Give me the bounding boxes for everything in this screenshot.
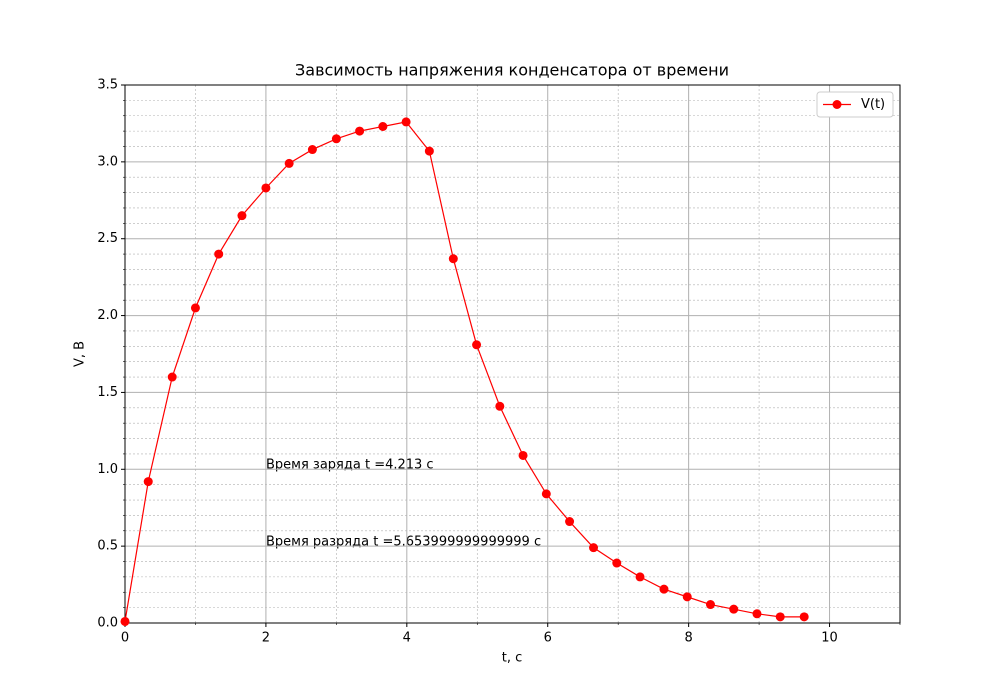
- data-point: [214, 249, 224, 259]
- data-point: [190, 303, 200, 313]
- data-point: [261, 183, 271, 193]
- data-point: [378, 122, 388, 132]
- x-tick-label: 10: [821, 631, 838, 646]
- data-point: [635, 572, 645, 582]
- annotation: Время заряда t =4.213 с: [266, 458, 434, 473]
- y-tick-label: 3.0: [97, 154, 118, 169]
- data-point: [752, 609, 762, 619]
- y-tick-label: 0.5: [97, 539, 118, 554]
- legend-box: [816, 91, 894, 118]
- data-point: [237, 211, 247, 221]
- data-point: [284, 158, 294, 168]
- data-point: [729, 604, 739, 614]
- data-point: [355, 126, 365, 136]
- data-point: [612, 558, 622, 568]
- x-tick-label: 2: [262, 631, 270, 646]
- data-point: [659, 584, 669, 594]
- data-point: [424, 146, 434, 156]
- y-tick-label: 0.0: [97, 616, 118, 631]
- y-tick-label: 3.5: [97, 78, 118, 93]
- x-axis-label: t, с: [502, 651, 523, 666]
- data-point: [775, 612, 785, 622]
- x-tick-label: 8: [684, 631, 692, 646]
- x-tick-label: 0: [121, 631, 129, 646]
- data-point: [705, 600, 715, 610]
- data-point: [167, 372, 177, 382]
- chart-title: Завсимость напряжения конденсатора от вр…: [295, 61, 729, 80]
- y-tick-label: 2.5: [97, 231, 118, 246]
- y-tick-label: 1.0: [97, 462, 118, 477]
- x-tick-label: 6: [544, 631, 552, 646]
- y-tick-label: 1.5: [97, 385, 118, 400]
- data-point: [448, 254, 458, 264]
- annotation: Время разряда t =5.653999999999999 с: [266, 535, 541, 550]
- data-point: [541, 489, 551, 499]
- data-point: [401, 117, 411, 127]
- data-point: [565, 517, 575, 527]
- data-point: [589, 543, 599, 553]
- data-point: [143, 477, 153, 487]
- data-point: [472, 340, 482, 350]
- data-point: [682, 592, 692, 602]
- data-point: [495, 401, 505, 411]
- data-point: [518, 450, 528, 460]
- data-point: [120, 616, 130, 626]
- data-point: [331, 134, 341, 144]
- y-tick-label: 2.0: [97, 308, 118, 323]
- data-point: [799, 612, 809, 622]
- plot-frame: [124, 84, 901, 624]
- legend-marker: [832, 100, 842, 109]
- y-axis-label: V, В: [73, 341, 88, 367]
- x-tick-label: 4: [403, 631, 411, 646]
- legend-label: V(t): [861, 97, 885, 112]
- data-point: [307, 145, 317, 155]
